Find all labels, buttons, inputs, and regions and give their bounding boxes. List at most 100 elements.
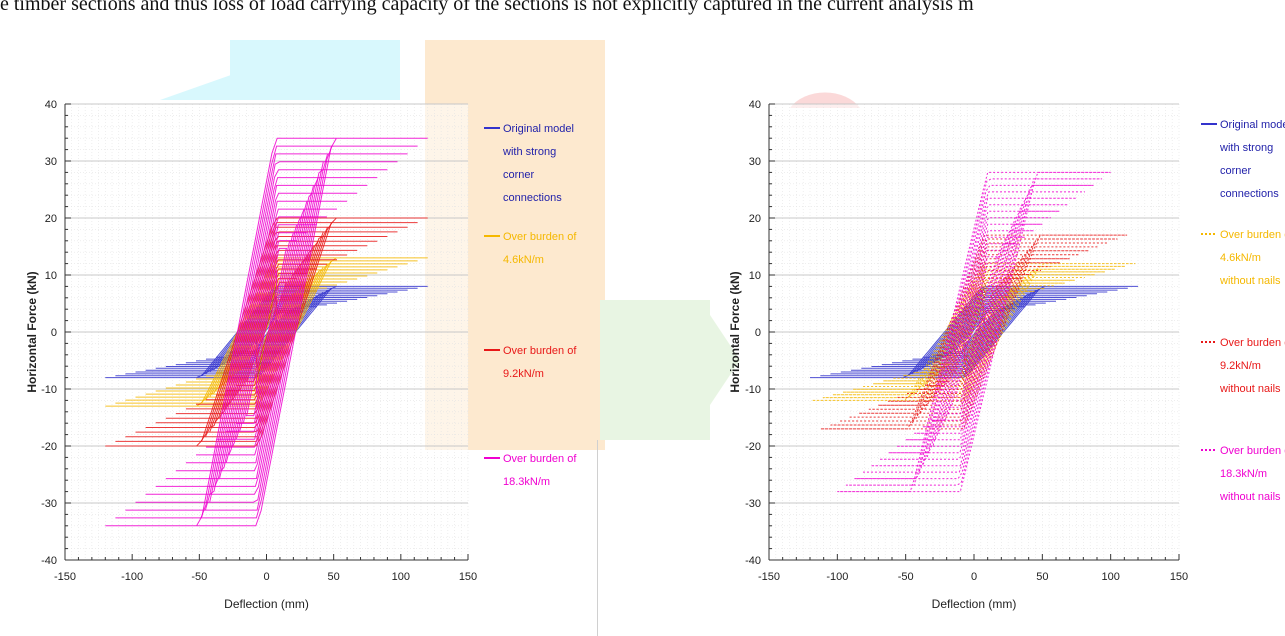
hysteresis-chart-left: -150 -100 -50 0 50 100 150403020100-10-20-30-4… bbox=[25, 100, 577, 611]
series-3-curves bbox=[837, 171, 1111, 493]
legend-label-2: Over burden of bbox=[1220, 337, 1285, 349]
y-axis-label: Horizontal Force (kN) bbox=[25, 271, 39, 392]
series-3-loop bbox=[185, 200, 348, 464]
series-3-loop bbox=[145, 169, 388, 495]
x-tick-label: -100 bbox=[826, 571, 848, 583]
legend-label-2: without nails bbox=[1219, 383, 1281, 395]
series-0-loop bbox=[861, 295, 1087, 369]
series-2-loop bbox=[887, 262, 1061, 402]
series-2-loop bbox=[196, 259, 337, 405]
y-tick-label: 40 bbox=[749, 100, 761, 111]
y-tick-label: -10 bbox=[41, 384, 57, 396]
y-tick-label: 0 bbox=[755, 327, 761, 339]
series-2-loop bbox=[135, 231, 398, 433]
x-axis-label: Deflection (mm) bbox=[932, 597, 1017, 611]
series-2-loop bbox=[935, 281, 1013, 383]
y-tick-label: 30 bbox=[45, 156, 57, 168]
series-3-loop bbox=[125, 153, 408, 511]
series-3-loop bbox=[135, 161, 398, 503]
series-3-loop bbox=[905, 223, 1043, 441]
series-3-loop bbox=[871, 197, 1077, 467]
legend-label-2: 9.2kN/m bbox=[503, 368, 544, 380]
legend-label-3: Over burden of bbox=[1220, 445, 1285, 457]
series-0-loop bbox=[105, 285, 428, 379]
legend-label-1: Over burden of bbox=[503, 231, 577, 243]
series-1-loop bbox=[923, 293, 1025, 371]
legend-label-0: Original model bbox=[1220, 119, 1285, 131]
series-3-loop bbox=[245, 247, 288, 417]
x-tick-label: -50 bbox=[191, 571, 207, 583]
x-tick-label: 150 bbox=[459, 571, 477, 583]
page-body-text: e timber sections and thus loss of load … bbox=[0, 0, 974, 15]
legend-label-0: with strong bbox=[1219, 142, 1273, 154]
x-tick-label: 0 bbox=[971, 571, 977, 583]
y-tick-label: -30 bbox=[41, 498, 57, 510]
series-2-loop bbox=[830, 238, 1118, 426]
series-3-loop bbox=[236, 240, 297, 424]
legend-label-1: without nails bbox=[1219, 275, 1281, 287]
legend: Original model with strong corner connectio… bbox=[484, 123, 577, 488]
y-tick-label: -30 bbox=[745, 498, 761, 510]
x-tick-label: 100 bbox=[392, 571, 410, 583]
column-divider bbox=[597, 440, 598, 636]
series-3-loop bbox=[897, 217, 1051, 447]
x-tick-label: 0 bbox=[263, 571, 269, 583]
legend-label-1: Over burden of bbox=[1220, 229, 1285, 241]
series-3-loop bbox=[939, 249, 1009, 415]
x-tick-label: -150 bbox=[758, 571, 780, 583]
series-2-loop bbox=[105, 217, 428, 447]
legend-label-0: corner bbox=[503, 169, 535, 181]
legend-label-1: 4.6kN/m bbox=[503, 254, 544, 266]
legend-label-2: 9.2kN/m bbox=[1220, 360, 1261, 372]
y-tick-label: -40 bbox=[745, 555, 761, 567]
series-3-loop bbox=[965, 289, 983, 375]
series-3-loop bbox=[845, 178, 1103, 486]
x-axis-label: Deflection (mm) bbox=[224, 597, 309, 611]
legend-label-0: connections bbox=[1220, 188, 1279, 200]
y-tick-label: 30 bbox=[749, 156, 761, 168]
series-3-loop bbox=[931, 243, 1017, 421]
series-3-loop bbox=[165, 184, 368, 480]
series-3-loop bbox=[888, 210, 1060, 454]
series-2-loop bbox=[926, 277, 1022, 387]
series-3-loop bbox=[196, 208, 337, 456]
series-2-loop bbox=[840, 242, 1108, 422]
legend-label-3: 18.3kN/m bbox=[1220, 468, 1267, 480]
legend-label-0: with strong bbox=[502, 146, 556, 158]
series-2-loop bbox=[945, 285, 1003, 379]
series-1-loop bbox=[913, 290, 1035, 374]
y-tick-label: 0 bbox=[51, 327, 57, 339]
y-axis-label: Horizontal Force (kN) bbox=[728, 271, 742, 392]
y-tick-label: -40 bbox=[41, 555, 57, 567]
series-3-loop bbox=[226, 232, 307, 432]
series-3-loop bbox=[155, 177, 378, 487]
series-3-loop bbox=[255, 270, 278, 394]
x-tick-label: 50 bbox=[1036, 571, 1048, 583]
series-0-loop bbox=[933, 308, 1015, 356]
series-3-loop bbox=[863, 191, 1085, 473]
legend-label-0: Original model bbox=[503, 123, 574, 135]
series-0-loop bbox=[830, 289, 1118, 375]
legend-label-0: corner bbox=[1220, 165, 1252, 177]
y-tick-label: 10 bbox=[45, 270, 57, 282]
legend-label-3: Over burden of bbox=[503, 453, 577, 465]
series-2-loop bbox=[963, 302, 985, 362]
y-tick-label: 10 bbox=[749, 270, 761, 282]
y-tick-label: -10 bbox=[745, 384, 761, 396]
series-3-loop bbox=[956, 262, 992, 402]
legend-label-2: Over burden of bbox=[503, 345, 577, 357]
y-tick-label: -20 bbox=[41, 441, 57, 453]
series-1-loop bbox=[822, 265, 1126, 399]
series-3-loop bbox=[175, 192, 358, 472]
series-3-loop bbox=[206, 216, 327, 448]
series-2-loop bbox=[907, 270, 1041, 394]
series-2-loop bbox=[954, 289, 994, 375]
series-2-loop bbox=[165, 245, 368, 419]
y-tick-label: 40 bbox=[45, 100, 57, 111]
x-tick-label: 50 bbox=[328, 571, 340, 583]
legend-label-3: without nails bbox=[1219, 491, 1281, 503]
series-3-loop bbox=[922, 236, 1026, 428]
series-2-loop bbox=[820, 234, 1128, 430]
series-1-loop bbox=[135, 266, 398, 398]
series-3-loop bbox=[948, 256, 1000, 408]
